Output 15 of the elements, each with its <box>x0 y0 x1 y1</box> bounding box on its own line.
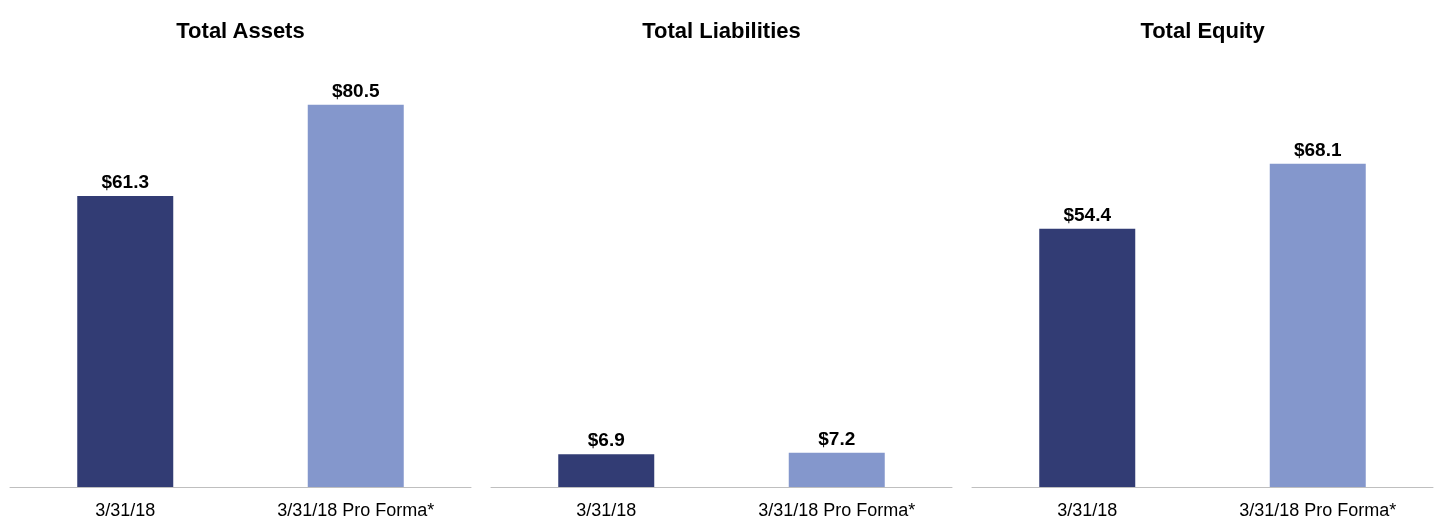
x-tick-label: 3/31/18 <box>1057 500 1118 520</box>
x-tick-label: 3/31/18 Pro Forma* <box>758 500 916 520</box>
chart-title: Total Liabilities <box>642 17 801 43</box>
x-tick-label: 3/31/18 <box>576 500 637 520</box>
data-label: $7.2 <box>818 427 856 449</box>
data-label: $6.9 <box>587 429 625 451</box>
x-tick-label: 3/31/18 <box>95 500 156 520</box>
chart-title: Total Equity <box>1140 17 1266 43</box>
data-label: $54.4 <box>1063 203 1112 225</box>
data-label: $61.3 <box>101 170 150 192</box>
data-label: $80.5 <box>331 79 380 101</box>
chart-title: Total Assets <box>176 17 305 43</box>
x-tick-label: 3/31/18 Pro Forma* <box>277 500 435 520</box>
data-label: $68.1 <box>1293 138 1342 160</box>
x-tick-label: 3/31/18 Pro Forma* <box>1239 500 1397 520</box>
